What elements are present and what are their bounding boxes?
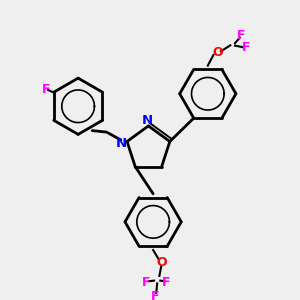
Text: F: F: [242, 41, 250, 54]
Text: F: F: [152, 290, 160, 300]
Text: F: F: [142, 276, 151, 289]
Text: F: F: [162, 276, 171, 289]
Text: O: O: [157, 256, 167, 269]
Text: O: O: [212, 46, 223, 59]
Text: F: F: [42, 82, 50, 96]
Text: N: N: [141, 114, 152, 127]
Text: N: N: [116, 136, 127, 149]
Text: F: F: [237, 29, 245, 42]
